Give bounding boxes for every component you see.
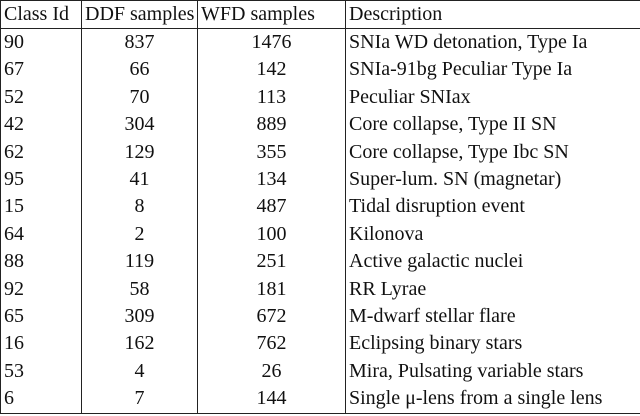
ddf-samples-cell: 58: [81, 275, 198, 304]
header-description: Description: [345, 0, 640, 29]
wfd-samples-cell: 100: [197, 220, 346, 249]
description-cell: RR Lyrae: [345, 275, 640, 304]
description-cell: Active galactic nuclei: [345, 248, 640, 276]
wfd-samples-cell: 1476: [197, 28, 346, 57]
table-row: 95 41 134 Super-lum. SN (magnetar): [0, 166, 640, 194]
class-id-cell: 42: [0, 111, 82, 139]
class-id-cell: 53: [0, 357, 82, 386]
table-row: 62 129 355 Core collapse, Type Ibc SN: [0, 138, 640, 167]
class-id-cell: 62: [0, 138, 82, 167]
ddf-samples-cell: 837: [81, 28, 198, 57]
table-row: 65 309 672 M-dwarf stellar flare: [0, 303, 640, 331]
header-wfd-samples: WFD samples: [197, 0, 346, 29]
table-row: 6 7 144 Single μ-lens from a single lens: [0, 385, 640, 414]
header-ddf-samples: DDF samples: [81, 0, 198, 29]
wfd-samples-cell: 487: [197, 193, 346, 221]
table-row: 53 4 26 Mira, Pulsating variable stars: [0, 357, 640, 386]
ddf-samples-cell: 7: [81, 385, 198, 414]
description-cell: Super-lum. SN (magnetar): [345, 166, 640, 194]
ddf-samples-cell: 66: [81, 56, 198, 84]
wfd-samples-cell: 134: [197, 166, 346, 194]
class-id-cell: 6: [0, 385, 82, 414]
wfd-samples-cell: 762: [197, 330, 346, 358]
description-cell: SNIa WD detonation, Type Ia: [345, 28, 640, 57]
class-id-cell: 15: [0, 193, 82, 221]
table-row: 67 66 142 SNIa-91bg Peculiar Type Ia: [0, 56, 640, 84]
ddf-samples-cell: 4: [81, 357, 198, 386]
description-cell: Peculiar SNIax: [345, 83, 640, 112]
wfd-samples-cell: 355: [197, 138, 346, 167]
ddf-samples-cell: 309: [81, 303, 198, 331]
description-cell: Core collapse, Type Ibc SN: [345, 138, 640, 167]
table-row: 52 70 113 Peculiar SNIax: [0, 83, 640, 112]
class-id-cell: 67: [0, 56, 82, 84]
description-cell: Core collapse, Type II SN: [345, 111, 640, 139]
ddf-samples-cell: 41: [81, 166, 198, 194]
class-id-cell: 95: [0, 166, 82, 194]
ddf-samples-cell: 162: [81, 330, 198, 358]
table-row: 64 2 100 Kilonova: [0, 220, 640, 249]
wfd-samples-cell: 889: [197, 111, 346, 139]
description-cell: M-dwarf stellar flare: [345, 303, 640, 331]
ddf-samples-cell: 2: [81, 220, 198, 249]
description-cell: SNIa-91bg Peculiar Type Ia: [345, 56, 640, 84]
header-class-id: Class Id: [0, 0, 82, 29]
ddf-samples-cell: 129: [81, 138, 198, 167]
class-id-cell: 90: [0, 28, 82, 57]
class-id-cell: 88: [0, 248, 82, 276]
description-cell: Tidal disruption event: [345, 193, 640, 221]
wfd-samples-cell: 113: [197, 83, 346, 112]
class-id-cell: 16: [0, 330, 82, 358]
description-cell: Single μ-lens from a single lens: [345, 385, 640, 414]
ddf-samples-cell: 119: [81, 248, 198, 276]
table-row: 90 837 1476 SNIa WD detonation, Type Ia: [0, 28, 640, 57]
table-row: 42 304 889 Core collapse, Type II SN: [0, 111, 640, 139]
wfd-samples-cell: 142: [197, 56, 346, 84]
ddf-samples-cell: 70: [81, 83, 198, 112]
wfd-samples-cell: 672: [197, 303, 346, 331]
ddf-samples-cell: 8: [81, 193, 198, 221]
table-row: 15 8 487 Tidal disruption event: [0, 193, 640, 221]
class-id-cell: 64: [0, 220, 82, 249]
table-row: 16 162 762 Eclipsing binary stars: [0, 330, 640, 358]
wfd-samples-cell: 26: [197, 357, 346, 386]
wfd-samples-cell: 251: [197, 248, 346, 276]
class-id-cell: 92: [0, 275, 82, 304]
table-row: 88 119 251 Active galactic nuclei: [0, 248, 640, 276]
class-id-cell: 65: [0, 303, 82, 331]
class-id-cell: 52: [0, 83, 82, 112]
wfd-samples-cell: 144: [197, 385, 346, 414]
wfd-samples-cell: 181: [197, 275, 346, 304]
description-cell: Mira, Pulsating variable stars: [345, 357, 640, 386]
table-row: 92 58 181 RR Lyrae: [0, 275, 640, 304]
description-cell: Eclipsing binary stars: [345, 330, 640, 358]
description-cell: Kilonova: [345, 220, 640, 249]
header-row: Class Id DDF samples WFD samples Descrip…: [0, 0, 640, 29]
ddf-samples-cell: 304: [81, 111, 198, 139]
